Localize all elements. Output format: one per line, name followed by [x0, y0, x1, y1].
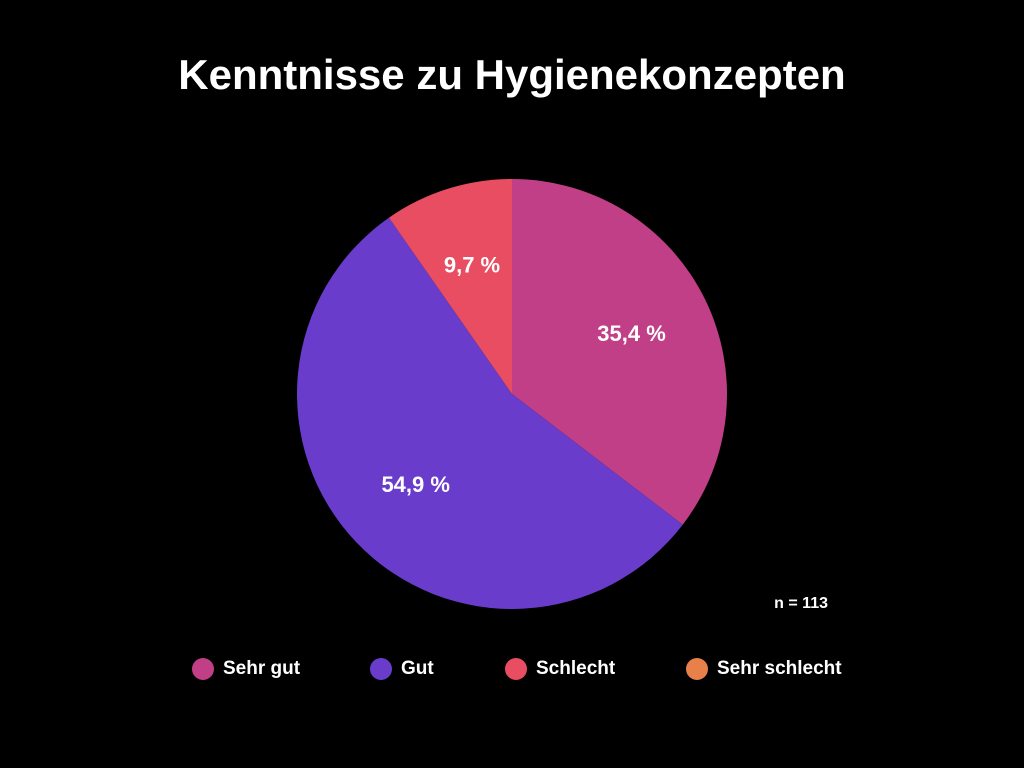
annotation: n = 113: [774, 595, 828, 612]
legend-label: Schlecht: [536, 658, 616, 679]
legend-marker: [505, 658, 527, 680]
legend-marker: [686, 658, 708, 680]
pie-slice: [388, 179, 512, 394]
data-label: 9,7 %: [444, 253, 500, 278]
legend-label: Sehr schlecht: [717, 658, 842, 679]
legend-marker: [192, 658, 214, 680]
pie-slice: [296, 217, 683, 610]
pie-slice: [512, 179, 727, 525]
data-label: 54,9 %: [381, 472, 450, 497]
legend-marker: [370, 658, 392, 680]
data-label: 35,4 %: [597, 321, 666, 346]
legend-label: Gut: [401, 658, 434, 679]
legend-label: Sehr gut: [223, 658, 301, 679]
chart-title: Kenntnisse zu Hygienekonzepten: [178, 51, 845, 98]
